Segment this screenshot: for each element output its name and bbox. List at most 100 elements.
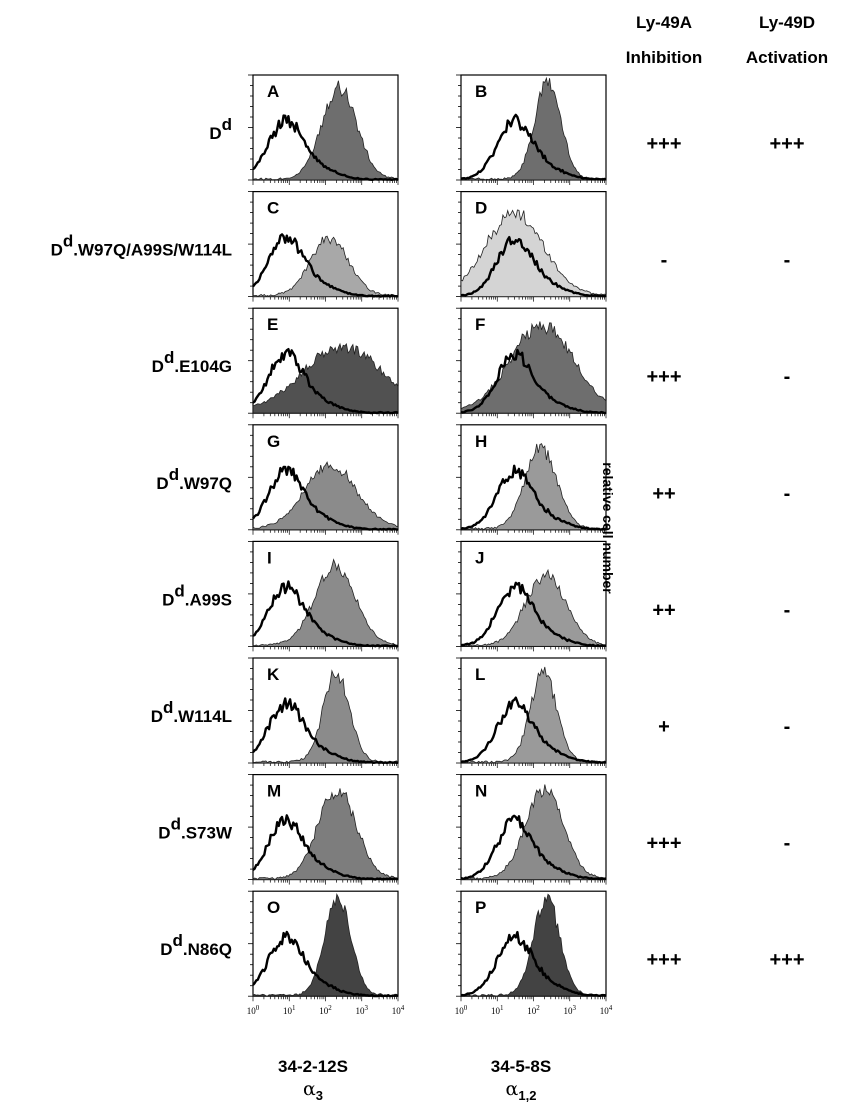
row-label-suffix: .E104G [174,357,232,376]
histogram-panel: B [456,74,607,185]
row-label-prefix: D [162,590,174,609]
panel-letter: L [475,665,485,684]
ly49a-score: +++ [646,833,681,855]
row-label-sup: d [63,232,73,251]
panel-letter: K [267,665,280,684]
header-ly49d-line2: Activation [746,48,828,67]
header-ly49d-line1: Ly-49D [759,13,815,32]
row-label: Dd.S73W [158,815,233,843]
row-label-prefix: D [151,707,163,726]
histogram-panel: D [456,191,607,302]
stained-histogram [460,443,607,531]
row-label-sup: d [169,465,179,484]
control-histogram [252,814,399,881]
stained-histogram [252,788,399,881]
figure-row: Dd.N86Q +++ +++ O 100 101 102 103 104 P 100 101 102 1… [160,890,805,1016]
ly49d-score: - [784,483,791,505]
row-label-prefix: D [158,824,170,843]
control-histogram [460,348,606,415]
histogram-panel: M [248,773,399,885]
stained-histogram [460,321,607,414]
y-axis-label: relative cell number [600,462,616,594]
x-tick-label: 103 [356,1004,369,1016]
row-label-suffix: .W97Q/A99S/W114L [73,241,232,260]
x-tick-label: 104 [392,1004,405,1016]
row-label: Dd.A99S [162,581,232,609]
control-histogram [252,465,399,531]
row-label-prefix: D [51,241,63,260]
figure-row: Dd.W97Q ++ - G H [156,424,791,535]
figure-row: Dd.A99S ++ - I J [162,540,791,652]
histogram-panel: H [456,424,607,535]
control-histogram [252,348,399,415]
histogram-panel: L [456,657,607,768]
ly49d-score: - [784,250,791,272]
figure-row: Dd.S73W +++ - M N [158,773,790,885]
stained-histogram [252,342,399,414]
histogram-panel: C [248,191,399,302]
x-tick-label: 102 [319,1004,332,1016]
row-label-sup: d [172,931,182,950]
ly49a-score: + [658,716,670,738]
row-label: Dd.W97Q/A99S/W114L [51,232,232,260]
control-histogram [460,930,607,997]
row-label: Dd.N86Q [160,931,232,959]
row-label-prefix: D [152,357,164,376]
panel-letter: P [475,898,486,917]
control-histogram [460,696,607,764]
ly49a-score: - [661,250,668,272]
x-tick-label: 101 [283,1004,296,1016]
stained-histogram [252,80,399,181]
control-histogram [252,114,399,182]
ly49d-score: - [784,716,791,738]
panel-letter: J [475,548,484,567]
stained-histogram [460,209,607,297]
figure-row: Dd.E104G +++ - E F [152,307,791,419]
ly49a-score: +++ [646,133,681,155]
ly49d-score: - [784,599,791,621]
figure-row: Dd +++ +++ A B [209,74,805,185]
row-label-prefix: D [160,940,172,959]
control-histogram [460,464,607,531]
header-ly49a-line2: Inhibition [626,48,702,67]
stained-histogram [252,893,399,997]
row-label-prefix: D [156,474,168,493]
control-histogram [252,580,399,648]
row-label: Dd.W114L [151,698,232,726]
panel-letter: N [475,782,487,801]
panel-letter: M [267,782,281,801]
x-tick-label: 104 [600,1004,613,1016]
panel-letter: H [475,432,487,451]
x-tick-label: 103 [564,1004,577,1016]
control-histogram [460,113,607,181]
x-tick-label: 100 [247,1004,260,1016]
ly49a-score: ++ [652,599,675,621]
x-label-antibody-a12: 34-5-8S [491,1057,551,1076]
x-tick-label: 101 [491,1004,504,1016]
histogram-panel: P 100 101 102 103 104 [455,890,613,1016]
histogram-panel: N [456,773,607,885]
ly49d-score: +++ [769,949,804,971]
panel-letter: C [267,199,279,218]
panel-letter: D [475,199,487,218]
x-label-domain-a12: α1,2 [506,1078,537,1102]
panel-letter: E [267,315,278,334]
x-tick-label: 102 [527,1004,540,1016]
row-label-suffix: .A99S [185,590,232,609]
x-label-antibody-a3: 34-2-12S [278,1057,348,1076]
ly49a-score: +++ [646,949,681,971]
stained-histogram [252,558,399,647]
ly49d-score: - [784,366,791,388]
row-label-suffix: .W114L [173,707,232,726]
row-label-suffix: .N86Q [183,940,232,959]
panel-letter: G [267,432,280,451]
control-histogram [252,233,399,298]
control-histogram [460,581,607,648]
x-label-domain-a3: α3 [303,1078,323,1102]
row-label-sup: d [174,581,184,600]
row-label-suffix: .W97Q [179,474,232,493]
panel-letter: I [267,548,272,567]
panel-letter: A [267,82,279,101]
ly49a-score: ++ [652,483,675,505]
